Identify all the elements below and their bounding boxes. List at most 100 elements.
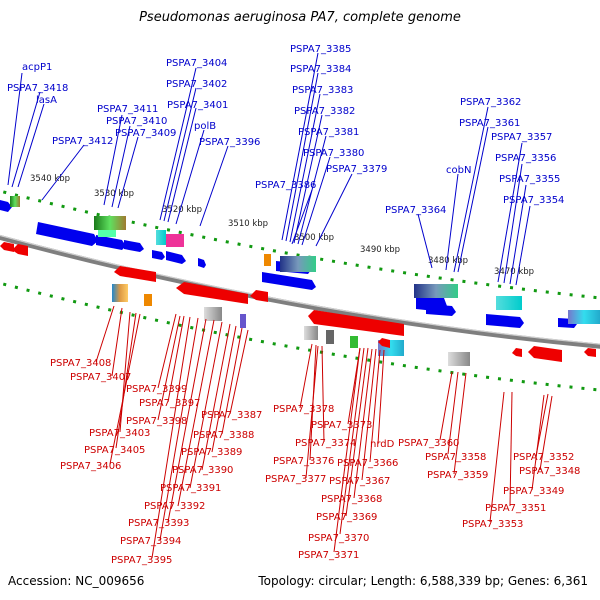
gene-label[interactable]: PSPA7_3373: [311, 420, 372, 431]
kbp-tick-label: 3510 kbp: [228, 219, 268, 229]
gene-label[interactable]: PSPA7_3407: [70, 372, 131, 383]
gene-label[interactable]: PSPA7_3383: [292, 85, 353, 96]
feature-block: [304, 326, 318, 340]
gene-label[interactable]: PSPA7_3377: [265, 474, 326, 485]
gene-label[interactable]: PSPA7_3369: [316, 512, 377, 523]
gene-label[interactable]: PSPA7_3410: [106, 116, 167, 127]
gene-label[interactable]: PSPA7_3418: [7, 83, 68, 94]
feature-block: [350, 336, 358, 348]
gene-label[interactable]: PSPA7_3389: [181, 447, 242, 458]
kbp-tick-label: 3530 kbp: [94, 189, 134, 199]
feature-block: [204, 307, 222, 321]
feature-block: [112, 284, 128, 302]
gene-label[interactable]: PSPA7_3354: [503, 195, 564, 206]
forward-gene: [0, 200, 12, 212]
gene-label[interactable]: acpP1: [22, 62, 52, 73]
reverse-gene: [584, 348, 596, 357]
gene-label[interactable]: PSPA7_3357: [491, 132, 552, 143]
gene-label[interactable]: PSPA7_3387: [201, 410, 262, 421]
gene-label[interactable]: PSPA7_3358: [425, 452, 486, 463]
reverse-gene: [0, 242, 14, 252]
gene-label[interactable]: PSPA7_3385: [290, 44, 351, 55]
reverse-gene: [250, 290, 268, 302]
gene-label[interactable]: PSPA7_3403: [89, 428, 150, 439]
reverse-gene: [114, 266, 156, 282]
kbp-tick-label: 3480 kbp: [428, 256, 468, 266]
gene-label[interactable]: PSPA7_3367: [329, 476, 390, 487]
gene-label[interactable]: PSPA7_3349: [503, 486, 564, 497]
feature-block: [166, 234, 184, 247]
gene-label[interactable]: PSPA7_3371: [298, 550, 359, 561]
gene-label[interactable]: PSPA7_3399: [126, 384, 187, 395]
gene-label[interactable]: PSPA7_3352: [513, 452, 574, 463]
gene-label[interactable]: PSPA7_3366: [337, 458, 398, 469]
feature-block: [98, 230, 116, 237]
forward-gene-labels: acpP1 PSPA7_3418 lasA PSPA7_3412 PSPA7_3…: [7, 44, 564, 216]
reverse-gene: [176, 282, 248, 304]
gene-label[interactable]: cobN: [446, 165, 471, 176]
feature-block: [10, 196, 20, 207]
gene-label[interactable]: PSPA7_3360: [398, 438, 459, 449]
gene-label[interactable]: PSPA7_3391: [160, 483, 221, 494]
forward-gene: [152, 250, 165, 260]
feature-block: [240, 314, 246, 328]
gene-label[interactable]: PSPA7_3361: [459, 118, 520, 129]
gene-label[interactable]: PSPA7_3384: [290, 64, 351, 75]
gene-label[interactable]: PSPA7_3374: [295, 438, 356, 449]
genome-backbone-highlight: [0, 234, 600, 345]
gene-label[interactable]: PSPA7_3395: [111, 555, 172, 566]
gene-label[interactable]: PSPA7_3411: [97, 104, 158, 115]
gene-label[interactable]: PSPA7_3359: [427, 470, 488, 481]
gene-label[interactable]: PSPA7_3378: [273, 404, 334, 415]
gene-label[interactable]: PSPA7_3396: [199, 137, 260, 148]
gene-label[interactable]: PSPA7_3404: [166, 58, 227, 69]
gene-label[interactable]: PSPA7_3412: [52, 136, 113, 147]
forward-gene: [198, 258, 206, 268]
forward-label-connectors: [7, 52, 531, 286]
gene-label[interactable]: PSPA7_3353: [462, 519, 523, 530]
gene-label[interactable]: PSPA7_3406: [60, 461, 121, 472]
gene-label[interactable]: PSPA7_3376: [273, 456, 334, 467]
gene-label[interactable]: PSPA7_3401: [167, 100, 228, 111]
gene-label[interactable]: PSPA7_3397: [139, 398, 200, 409]
gene-label[interactable]: PSPA7_3351: [485, 503, 546, 514]
gene-label[interactable]: PSPA7_3362: [460, 97, 521, 108]
gene-label[interactable]: PSPA7_3405: [84, 445, 145, 456]
gene-label[interactable]: PSPA7_3394: [120, 536, 181, 547]
feature-blocks: [10, 196, 600, 366]
feature-block: [280, 256, 316, 272]
gene-label[interactable]: PSPA7_3386: [255, 180, 316, 191]
feature-block: [144, 294, 152, 306]
feature-block: [414, 284, 458, 298]
reverse-gene: [308, 310, 404, 336]
gene-label[interactable]: PSPA7_3390: [172, 465, 233, 476]
gene-label[interactable]: nrdD: [370, 439, 395, 450]
feature-block: [496, 296, 522, 310]
gene-label[interactable]: PSPA7_3393: [128, 518, 189, 529]
gene-label[interactable]: PSPA7_3392: [144, 501, 205, 512]
feature-block: [326, 330, 334, 344]
gene-label[interactable]: PSPA7_3398: [126, 416, 187, 427]
kbp-tick-label: 3540 kbp: [30, 174, 70, 184]
gene-label[interactable]: PSPA7_3355: [499, 174, 560, 185]
gene-label[interactable]: PSPA7_3379: [326, 164, 387, 175]
gene-label[interactable]: PSPA7_3370: [308, 533, 369, 544]
gene-label[interactable]: PSPA7_3364: [385, 205, 446, 216]
reverse-gene: [378, 338, 390, 348]
gene-label[interactable]: lasA: [36, 95, 57, 106]
kbp-labels: 3540 kbp 3530 kbp 3520 kbp 3510 kbp 3500…: [30, 174, 534, 277]
gene-label[interactable]: polB: [194, 121, 216, 132]
kbp-tick-label: 3520 kbp: [162, 205, 202, 215]
gene-label[interactable]: PSPA7_3408: [50, 358, 111, 369]
gene-label[interactable]: PSPA7_3348: [519, 466, 580, 477]
feature-block: [156, 230, 166, 245]
genome-stats-label: Topology: circular; Length: 6,588,339 bp…: [258, 574, 588, 588]
gene-label[interactable]: PSPA7_3368: [321, 494, 382, 505]
gene-label[interactable]: PSPA7_3382: [294, 106, 355, 117]
gene-label[interactable]: PSPA7_3381: [298, 127, 359, 138]
gene-label[interactable]: PSPA7_3409: [115, 128, 176, 139]
gene-label[interactable]: PSPA7_3380: [303, 148, 364, 159]
gene-label[interactable]: PSPA7_3402: [166, 79, 227, 90]
gene-label[interactable]: PSPA7_3388: [193, 430, 254, 441]
gene-label[interactable]: PSPA7_3356: [495, 153, 556, 164]
